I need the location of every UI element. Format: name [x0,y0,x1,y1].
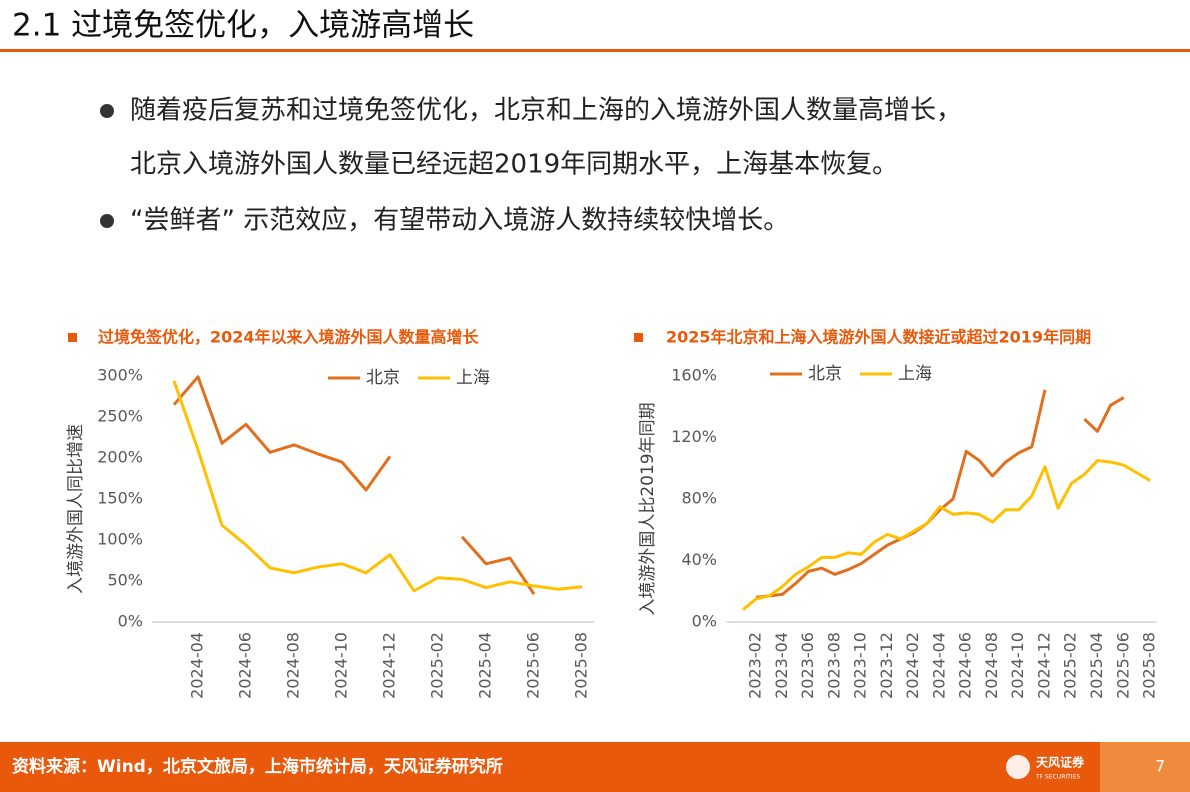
legend-label: 上海 [898,364,932,384]
x-tick-label: 2025-06 [1113,632,1132,699]
y-tick-label: 200% [97,448,143,467]
y-axis-title: 入境游外国人同比增速 [66,424,86,594]
x-tick-label: 2023-12 [877,632,896,699]
x-tick-label: 2024-08 [982,632,1001,699]
x-tick-label: 2024-06 [236,632,255,699]
y-tick-label: 150% [97,489,143,508]
x-tick-label: 2025-04 [476,632,495,699]
legend-label: 上海 [456,368,490,388]
x-tick-label: 2023-08 [824,632,843,699]
slide-title: 2.1 过境免签优化，入境游高增长 [12,8,474,44]
logo-text: 天风证券 [1036,755,1085,770]
footer-accent [1100,742,1190,792]
y-tick-label: 120% [671,427,717,446]
y-tick-label: 80% [681,489,717,508]
bullet-text: “尝鲜者” 示范效应，有望带动入境游人数持续较快增长。 [130,206,789,236]
logo-sub: TF SECURITIES [1035,774,1080,781]
x-tick-label: 2025-06 [524,632,543,699]
legend-label: 北京 [366,368,400,388]
x-tick-label: 2024-10 [332,632,351,699]
bullet-text: 北京入境游外国人数量已经远超2019年同期水平，上海基本恢复。 [130,150,898,180]
x-tick-label: 2025-04 [1087,632,1106,699]
y-tick-label: 100% [97,530,143,549]
x-tick-label: 2023-02 [746,632,765,699]
x-tick-label: 2024-02 [903,632,922,699]
y-tick-label: 300% [97,366,143,385]
x-tick-label: 2023-04 [772,632,791,699]
bullet-dot [100,104,114,118]
x-tick-label: 2024-08 [284,632,303,699]
data-line [172,375,536,595]
y-tick-label: 0% [118,612,143,631]
x-tick-label: 2024-06 [956,632,975,699]
chart-title: 过境免签优化，2024年以来入境游外国人数量高增长 [98,328,480,347]
y-tick-label: 160% [671,366,717,385]
y-tick-label: 0% [692,612,717,631]
x-tick-label: 2023-10 [851,632,870,699]
footer-bar [0,742,1190,792]
x-tick-label: 2023-06 [798,632,817,699]
bullet-text: 随着疫后复苏和过境免签优化，北京和上海的入境游外国人数量高增长， [130,96,962,126]
x-tick-label: 2025-02 [428,632,447,699]
bullet-dot [100,214,114,228]
x-tick-label: 2025-08 [572,632,591,699]
x-tick-label: 2024-10 [1008,632,1027,699]
title-marker [68,333,77,342]
y-tick-label: 50% [107,571,143,590]
x-tick-label: 2025-08 [1140,632,1159,699]
title-marker [634,333,643,342]
legend-label: 北京 [808,364,842,384]
y-tick-label: 40% [681,550,717,569]
x-tick-label: 2024-12 [1034,632,1053,699]
x-tick-label: 2024-04 [929,632,948,699]
chart-title: 2025年北京和上海入境游外国人数接近或超过2019年同期 [666,328,1091,347]
x-tick-label: 2025-02 [1061,632,1080,699]
title-underline [0,49,1190,52]
y-tick-label: 250% [97,407,143,426]
source-note: 资料来源：Wind，北京文旅局，上海市统计局，天风证券研究所 [12,756,503,777]
data-line [742,459,1151,611]
data-line [172,380,583,593]
x-tick-label: 2024-04 [188,632,207,699]
y-axis-title: 入境游外国人比2019年同期 [638,402,658,615]
logo-icon [1006,755,1030,779]
x-tick-label: 2024-12 [380,632,399,699]
page-number: 7 [1155,757,1165,776]
